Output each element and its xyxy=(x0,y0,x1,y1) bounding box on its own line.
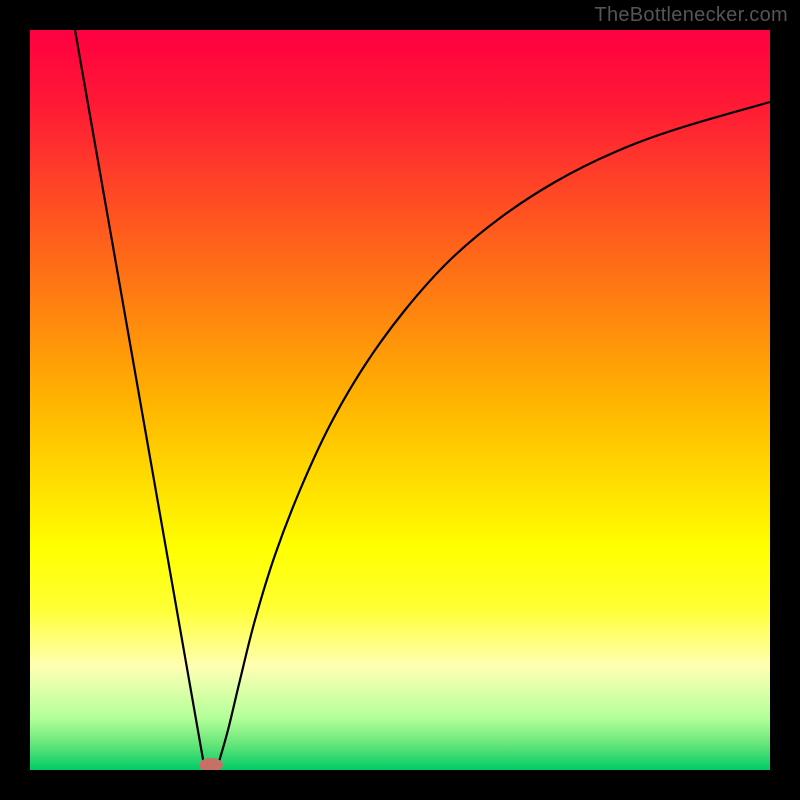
chart-svg xyxy=(0,0,800,800)
watermark-text: TheBottlenecker.com xyxy=(594,4,788,27)
chart-frame: TheBottlenecker.com xyxy=(0,0,800,800)
optimal-point-marker xyxy=(199,758,223,772)
